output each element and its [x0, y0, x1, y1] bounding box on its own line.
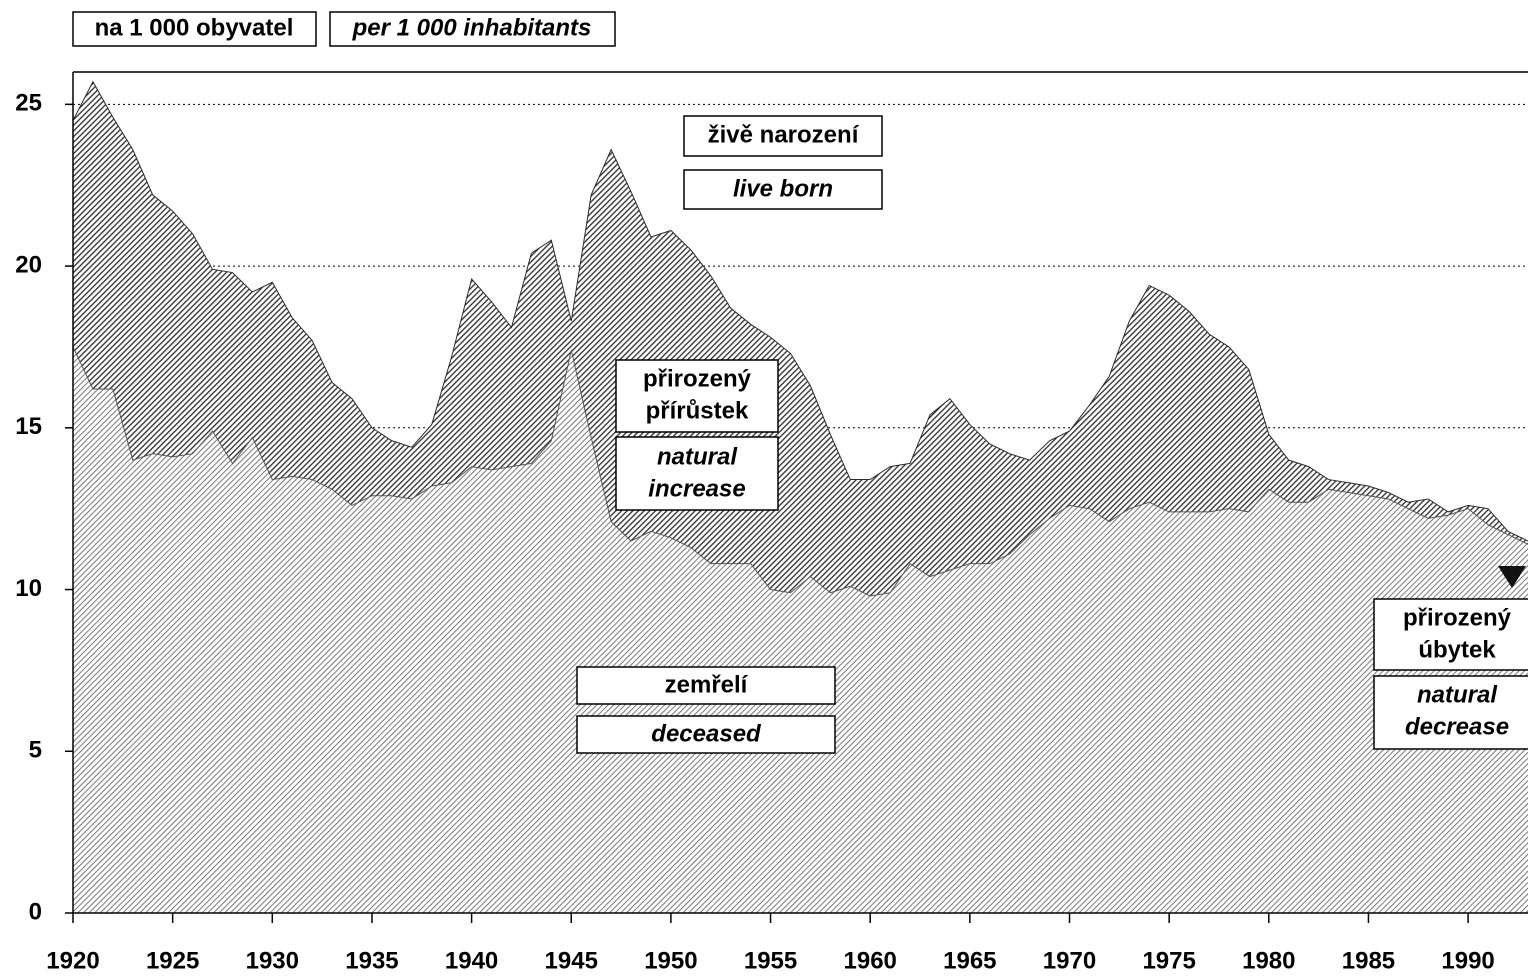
- unit-label-cz: na 1 000 obyvatel: [72, 11, 317, 47]
- legend-births: živě narození live born: [683, 115, 883, 210]
- y-tick-label: 25: [15, 90, 42, 117]
- legend-label: live born: [733, 175, 833, 202]
- y-tick-label: 10: [15, 575, 42, 602]
- y-tick-label: 15: [15, 413, 42, 440]
- x-tick-label: 1930: [246, 947, 299, 974]
- x-tick-label: 1935: [345, 947, 398, 974]
- legend-label: zemřelí: [665, 671, 749, 698]
- legend-label: živě narození: [708, 121, 860, 148]
- x-tick-label: 1990: [1441, 947, 1494, 974]
- x-tick-label: 1980: [1242, 947, 1295, 974]
- x-tick-label: 1960: [844, 947, 897, 974]
- area-fill: [73, 346, 1528, 913]
- x-tick-label: 1945: [545, 947, 598, 974]
- label: na 1 000 obyvatel: [95, 14, 294, 41]
- legend-deaths: zemřelí deceased: [576, 666, 836, 754]
- x-tick-label: 1925: [146, 947, 199, 974]
- x-tick-label: 1950: [644, 947, 697, 974]
- annotation-text: natural: [1417, 681, 1498, 708]
- x-tick-label: 1965: [943, 947, 996, 974]
- plot: 0 5 10 15 20 25 1920 1925 1930 1935 1940 1945 1950 19…: [15, 71, 1528, 974]
- x-tick-label: 1940: [445, 947, 498, 974]
- annotation-text: přírůstek: [646, 397, 749, 424]
- annotation-text: decrease: [1405, 713, 1509, 740]
- y-tick-label: 20: [15, 251, 42, 278]
- marker: [1498, 566, 1526, 588]
- annotation-text: přirozený: [1403, 604, 1512, 631]
- annotation-text: úbytek: [1418, 636, 1496, 663]
- x-tick-label: 1920: [46, 947, 99, 974]
- label: per 1 000 inhabitants: [352, 14, 592, 41]
- legend-label: deceased: [651, 720, 762, 747]
- annotations: živě narození live born přirozený přírůs…: [576, 115, 1528, 754]
- annotation-text: increase: [648, 475, 745, 502]
- area-edge: [72, 346, 1528, 597]
- x-tick-label: 1970: [1043, 947, 1096, 974]
- x-tick-label: 1975: [1142, 947, 1195, 974]
- x-tick-label: 1985: [1342, 947, 1395, 974]
- x-tick-label: 1955: [744, 947, 797, 974]
- annotation-text: natural: [657, 443, 738, 470]
- annotation-decrease: přirozený úbytek natural decrease: [1373, 598, 1528, 750]
- annotation-text: přirozený: [643, 365, 752, 392]
- unit-label-en: per 1 000 inhabitants: [329, 11, 616, 47]
- annotation-increase: přirozený přírůstek natural increase: [615, 359, 779, 511]
- area-edge: [72, 80, 1528, 542]
- y-tick-label: 0: [29, 898, 42, 925]
- y-tick-label: 5: [29, 737, 42, 764]
